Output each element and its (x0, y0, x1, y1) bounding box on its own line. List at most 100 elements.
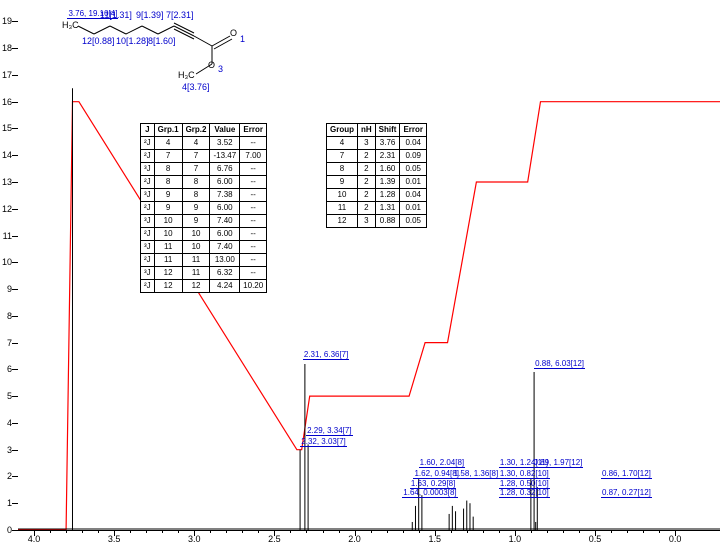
y-tick-label: 17 (0, 70, 12, 80)
y-tick (12, 396, 18, 397)
y-tick-label: 9 (0, 284, 12, 294)
table-cell: 6.00 (210, 202, 240, 215)
table-cell: 10 (154, 228, 182, 241)
table-cell: 9 (154, 189, 182, 202)
table-cell: 11 (327, 202, 358, 215)
table-cell: 6.00 (210, 176, 240, 189)
table-row: 722.310.09 (327, 150, 427, 163)
x-tick-minor (306, 530, 307, 533)
x-tick-minor (98, 530, 99, 533)
x-tick-minor (355, 530, 356, 533)
table-cell: 7 (182, 150, 210, 163)
table-cell: 2 (358, 189, 376, 202)
table-cell: 4 (154, 137, 182, 150)
x-tick-minor (531, 530, 532, 533)
x-tick-minor (146, 530, 147, 533)
table-cell: 12 (327, 215, 358, 228)
table-cell: 9 (182, 215, 210, 228)
atom-h3c-a: H₃C (62, 20, 79, 30)
table-row: ³J1097.40-- (141, 215, 267, 228)
table-cell: 6.76 (210, 163, 240, 176)
table-cell: -- (240, 163, 267, 176)
x-tick-minor (659, 530, 660, 533)
y-tick (12, 316, 18, 317)
peak-label: 1.60, 2.04[8] (419, 458, 465, 468)
x-tick-minor (483, 530, 484, 533)
table-cell: 0.05 (400, 215, 427, 228)
table-row: ³J987.38-- (141, 189, 267, 202)
x-tick-minor (579, 530, 580, 533)
table-cell: 3 (358, 215, 376, 228)
y-tick-label: 8 (0, 311, 12, 321)
table-cell: 7 (182, 163, 210, 176)
table-cell: -- (240, 137, 267, 150)
y-tick-label: 3 (0, 445, 12, 455)
x-tick-minor (130, 530, 131, 533)
table-cell: ²J (141, 280, 155, 293)
x-tick-minor (467, 530, 468, 533)
atom-h3c-b: H₃C (178, 70, 195, 80)
table-cell: 7.40 (210, 241, 240, 254)
atom-n3: 3 (218, 64, 223, 74)
peak-label: 1.28, 0.32[10] (499, 488, 550, 498)
table-cell: ³J (141, 267, 155, 280)
y-tick (12, 289, 18, 290)
table-cell: 7 (154, 150, 182, 163)
table-cell: ²J (141, 254, 155, 267)
table-cell: ²J (141, 228, 155, 241)
x-tick-minor (387, 530, 388, 533)
x-tick-minor (258, 530, 259, 533)
x-tick-minor (627, 530, 628, 533)
x-tick-minor (210, 530, 211, 533)
table-row: ²J886.00-- (141, 176, 267, 189)
y-tick-label: 2 (0, 471, 12, 481)
table-row: 1121.310.01 (327, 202, 427, 215)
table-cell: 1.28 (375, 189, 400, 202)
x-tick-minor (178, 530, 179, 533)
table-cell: 11 (154, 254, 182, 267)
table-cell: 7 (327, 150, 358, 163)
x-tick-minor (547, 530, 548, 533)
table-row: ³J876.76-- (141, 163, 267, 176)
atom-o1: O (230, 28, 237, 38)
table-row: ²J12124.2410.20 (141, 280, 267, 293)
y-tick-label: 12 (0, 204, 12, 214)
x-tick-minor (162, 530, 163, 533)
atom-8: 8[1.60] (148, 36, 176, 46)
peak-label: 1.30, 1.24[11] (499, 458, 549, 468)
x-tick-minor (515, 530, 516, 533)
table-cell: 1.31 (375, 202, 400, 215)
peak-label: 2.31, 6.36[7] (303, 350, 349, 360)
y-tick (12, 128, 18, 129)
peak-label: 3.76, 19.10[4] (67, 9, 118, 19)
table-header: Grp.2 (182, 124, 210, 137)
x-tick-minor (403, 530, 404, 533)
table-cell: 7.40 (210, 215, 240, 228)
table-cell: ³J (141, 163, 155, 176)
x-tick-minor (371, 530, 372, 533)
table-cell: -- (240, 215, 267, 228)
table-cell: 0.88 (375, 215, 400, 228)
table-cell: 2 (358, 202, 376, 215)
x-tick-minor (274, 530, 275, 533)
x-tick-minor (242, 530, 243, 533)
y-tick-label: 15 (0, 123, 12, 133)
table-cell: 0.01 (400, 202, 427, 215)
y-tick (12, 102, 18, 103)
table-cell: 1.39 (375, 176, 400, 189)
table-row: ²J996.00-- (141, 202, 267, 215)
peak-label: 2.32, 3.03[7] (300, 437, 346, 447)
atom-12: 12[0.88] (82, 36, 115, 46)
table-cell: 9 (154, 202, 182, 215)
table-cell: 8 (327, 163, 358, 176)
table-cell: 8 (154, 163, 182, 176)
table-cell: 3.52 (210, 137, 240, 150)
table-cell: -- (240, 202, 267, 215)
x-tick-minor (114, 530, 115, 533)
y-tick (12, 209, 18, 210)
table-header: Error (400, 124, 427, 137)
table-cell: 7.00 (240, 150, 267, 163)
table-cell: 12 (182, 280, 210, 293)
y-tick (12, 182, 18, 183)
y-tick-label: 7 (0, 338, 12, 348)
